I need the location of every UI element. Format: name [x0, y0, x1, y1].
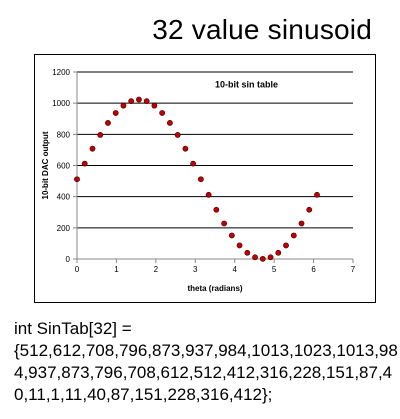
data-point-31: [314, 191, 320, 198]
data-point-13: [174, 132, 181, 138]
data-point-30: [306, 206, 313, 213]
x-tick-label-1: 1: [114, 265, 119, 274]
data-point-4: [105, 120, 111, 126]
data-point-15: [190, 160, 197, 167]
data-point-3: [97, 132, 104, 138]
slide-title: 32 value sinusoid: [152, 14, 372, 45]
data-point-20: [228, 232, 235, 239]
sin-table-code: int SinTab[32] = {512,612,708,796,873,93…: [14, 318, 398, 406]
data-point-17: [205, 191, 212, 198]
sinusoid-scatter-chart: 0 200 400 600 800 1000 1200 0 1 2 3 4 5 6 7 10-bit sin …: [41, 68, 356, 293]
data-point-2: [89, 145, 96, 152]
data-point-18: [213, 206, 220, 213]
data-point-5: [112, 110, 119, 116]
y-tick-label-2: 400: [57, 193, 71, 202]
code-line-2: {512,612,708,796,873,937,984,1013,1023,1…: [14, 341, 398, 360]
data-point-16: [197, 176, 204, 183]
data-point-19: [221, 220, 228, 227]
chart-panel: 0 200 400 600 800 1000 1200 0 1 2 3 4 5 6 7 10-bit sin …: [34, 54, 376, 303]
data-point-6: [120, 102, 127, 109]
y-tick-label-6: 1200: [52, 68, 70, 77]
code-line-3: 4,937,873,796,708,612,512,412,316,228,15…: [14, 363, 393, 382]
x-tick-label-7: 7: [351, 265, 356, 274]
code-line-4: 0,11,1,11,40,87,151,228,316,412};: [14, 385, 273, 404]
y-tick-label-1: 200: [57, 224, 71, 233]
chart-title: 10-bit sin table: [215, 80, 278, 90]
data-point-21: [236, 242, 243, 249]
x-tick-label-0: 0: [75, 265, 80, 274]
x-tick-label-4: 4: [232, 265, 237, 274]
x-tick-label-6: 6: [311, 265, 316, 274]
data-point-12: [166, 120, 173, 126]
data-point-1: [81, 160, 88, 167]
data-point-22: [244, 249, 251, 256]
data-point-10: [151, 102, 158, 109]
y-tick-label-4: 800: [57, 130, 71, 139]
data-point-14: [182, 145, 189, 152]
data-point-8: [136, 96, 142, 103]
x-tick-label-3: 3: [193, 265, 198, 274]
data-point-11: [159, 110, 166, 116]
y-tick-label-3: 600: [57, 162, 71, 171]
x-axis-title: theta (radians): [187, 284, 242, 293]
y-tick-label-0: 0: [66, 255, 71, 264]
x-tick-label-2: 2: [154, 265, 159, 274]
data-point-9: [143, 98, 150, 105]
data-point-7: [128, 98, 135, 105]
data-point-23: [252, 254, 258, 261]
data-point-27: [283, 242, 289, 249]
data-point-0: [74, 176, 80, 183]
data-point-24: [259, 255, 266, 262]
data-point-28: [290, 232, 297, 239]
data-point-29: [298, 220, 305, 227]
y-tick-label-5: 1000: [52, 99, 70, 108]
x-tick-label-5: 5: [272, 265, 277, 274]
y-axis-title: 10-bit DAC output: [41, 131, 50, 199]
data-point-25: [267, 254, 274, 261]
data-point-26: [275, 249, 282, 256]
code-line-1: int SinTab[32] =: [14, 319, 132, 338]
